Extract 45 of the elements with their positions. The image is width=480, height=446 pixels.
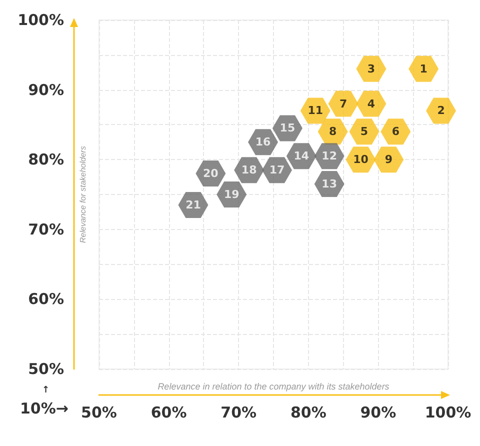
annotation: 21 [186, 198, 201, 212]
annotation: 11 [308, 104, 324, 118]
annotation: 7 [339, 97, 348, 110]
y-tick-label: 70% [28, 220, 64, 238]
annotation: 17 [269, 164, 285, 177]
y-tick-label: 100% [18, 11, 64, 29]
annotation: 20 [203, 167, 219, 180]
annotation: 5 [360, 125, 368, 138]
annotation: 12 [322, 150, 337, 163]
point [374, 146, 404, 173]
annotation: 16 [255, 136, 272, 149]
x-tick-label: 100% [424, 404, 472, 422]
annotation: 4 [367, 97, 376, 110]
point [356, 56, 386, 82]
point [356, 90, 386, 117]
y-tick-label: 60% [28, 290, 64, 308]
x-tick-label: 50% [81, 404, 117, 422]
point [349, 118, 380, 145]
annotation: 2 [437, 104, 445, 118]
x-tick-label: 70% [220, 404, 257, 422]
annotation: 3 [367, 62, 376, 76]
y-axis-title: Relevance for stakeholders [78, 146, 88, 243]
annotation: 8 [329, 125, 337, 138]
annotation: 10 [353, 153, 369, 166]
point [408, 56, 439, 82]
annotation: 15 [280, 122, 296, 135]
text: ↑ [42, 386, 50, 396]
point [380, 118, 411, 145]
annotation: 13 [322, 178, 337, 191]
x-axis-title: Relevance in relation to the company with its stakeholders [158, 382, 390, 392]
y-tick-label: 90% [28, 80, 64, 99]
annotation: 14 [294, 150, 310, 163]
annotation: 19 [224, 188, 240, 201]
y-tick-label: 50% [28, 360, 64, 378]
annotation: 6 [392, 125, 400, 138]
annotation: 1 [420, 62, 428, 76]
x-tick-label: 80% [290, 404, 326, 422]
x-tick-label: 90% [360, 404, 396, 422]
annotation: 18 [241, 164, 257, 177]
annotation: 9 [384, 153, 392, 166]
x-tick-label: 60% [150, 404, 187, 422]
y-tick-label: 80% [28, 150, 64, 169]
text: 10%→ [20, 400, 68, 418]
point [328, 90, 358, 117]
point [426, 98, 456, 124]
